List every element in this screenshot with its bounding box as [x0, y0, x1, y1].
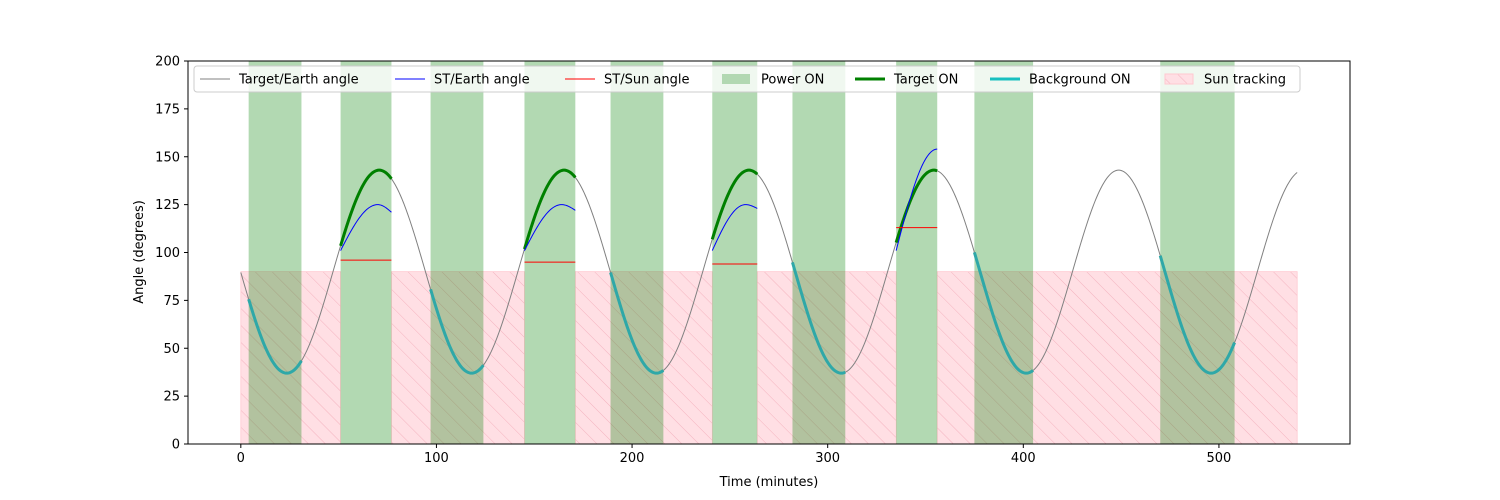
y-tick-label: 75	[163, 294, 180, 309]
power-on-band	[248, 61, 302, 444]
target-on-segment	[894, 168, 938, 243]
background-on-segment	[791, 261, 846, 375]
background-on-segment	[972, 251, 1034, 375]
background-on-segment	[1158, 255, 1236, 375]
legend-label: ST/Sun angle	[604, 73, 690, 88]
sun-tracking-region	[391, 271, 525, 444]
y-tick-label: 125	[155, 198, 180, 213]
x-tick-label: 200	[620, 451, 645, 466]
x-tick-label: 400	[1011, 451, 1036, 466]
power-on-band	[1160, 61, 1235, 444]
y-tick-label: 50	[163, 342, 180, 357]
y-tick-label: 200	[155, 55, 180, 70]
power-on-band	[524, 61, 576, 444]
sun-tracking-region	[574, 271, 713, 444]
power-on-band	[792, 61, 846, 444]
target-on-segment	[523, 168, 577, 250]
legend-label: Target/Earth angle	[238, 73, 359, 88]
target-on-segment	[339, 168, 393, 247]
x-tick-label: 300	[815, 451, 840, 466]
x-tick-label: 0	[237, 451, 245, 466]
target-on-segment	[710, 168, 759, 240]
power-on-band	[974, 61, 1034, 444]
legend-label: Sun tracking	[1204, 73, 1286, 88]
y-tick-label: 175	[155, 102, 180, 117]
sun-tracking-region	[240, 271, 341, 444]
y-tick-label: 25	[163, 390, 180, 405]
x-tick-label: 100	[424, 451, 449, 466]
target-earth-curve	[240, 169, 1298, 374]
background-on-segment	[429, 288, 485, 375]
y-axis-label: Angle (degrees)	[132, 200, 147, 304]
power-on-band	[610, 61, 664, 444]
legend-label: Background ON	[1029, 73, 1131, 88]
sun-tracking-region	[936, 271, 1298, 444]
legend-label: Power ON	[761, 73, 824, 88]
axes: 0 100 200 300 400 500 0 25 50 75 100 125 150 175 200	[155, 55, 1351, 466]
legend-swatch	[722, 74, 750, 84]
y-tick-label: 150	[155, 150, 180, 165]
y-tick-label: 100	[155, 246, 180, 261]
background-on-segment	[247, 298, 303, 375]
y-tick-label: 0	[172, 438, 180, 453]
plot-area	[240, 61, 1298, 444]
legend-swatch	[1164, 73, 1194, 85]
st-earth-segment	[895, 148, 938, 251]
x-axis-label: Time (minutes)	[719, 475, 819, 490]
power-on-band	[340, 61, 392, 444]
st-earth-segment	[340, 204, 392, 251]
st-earth-segment	[711, 204, 758, 251]
background-on-segment	[609, 272, 665, 375]
power-on-band	[896, 61, 938, 444]
legend-label: ST/Earth angle	[434, 73, 530, 88]
legend: Target/Earth angle ST/Earth angle ST/Sun a…	[193, 65, 1301, 93]
x-tick-label: 500	[1207, 451, 1232, 466]
power-on-band	[430, 61, 484, 444]
legend-label: Target ON	[893, 73, 958, 88]
st-earth-segment	[524, 204, 576, 251]
power-on-band	[712, 61, 758, 444]
